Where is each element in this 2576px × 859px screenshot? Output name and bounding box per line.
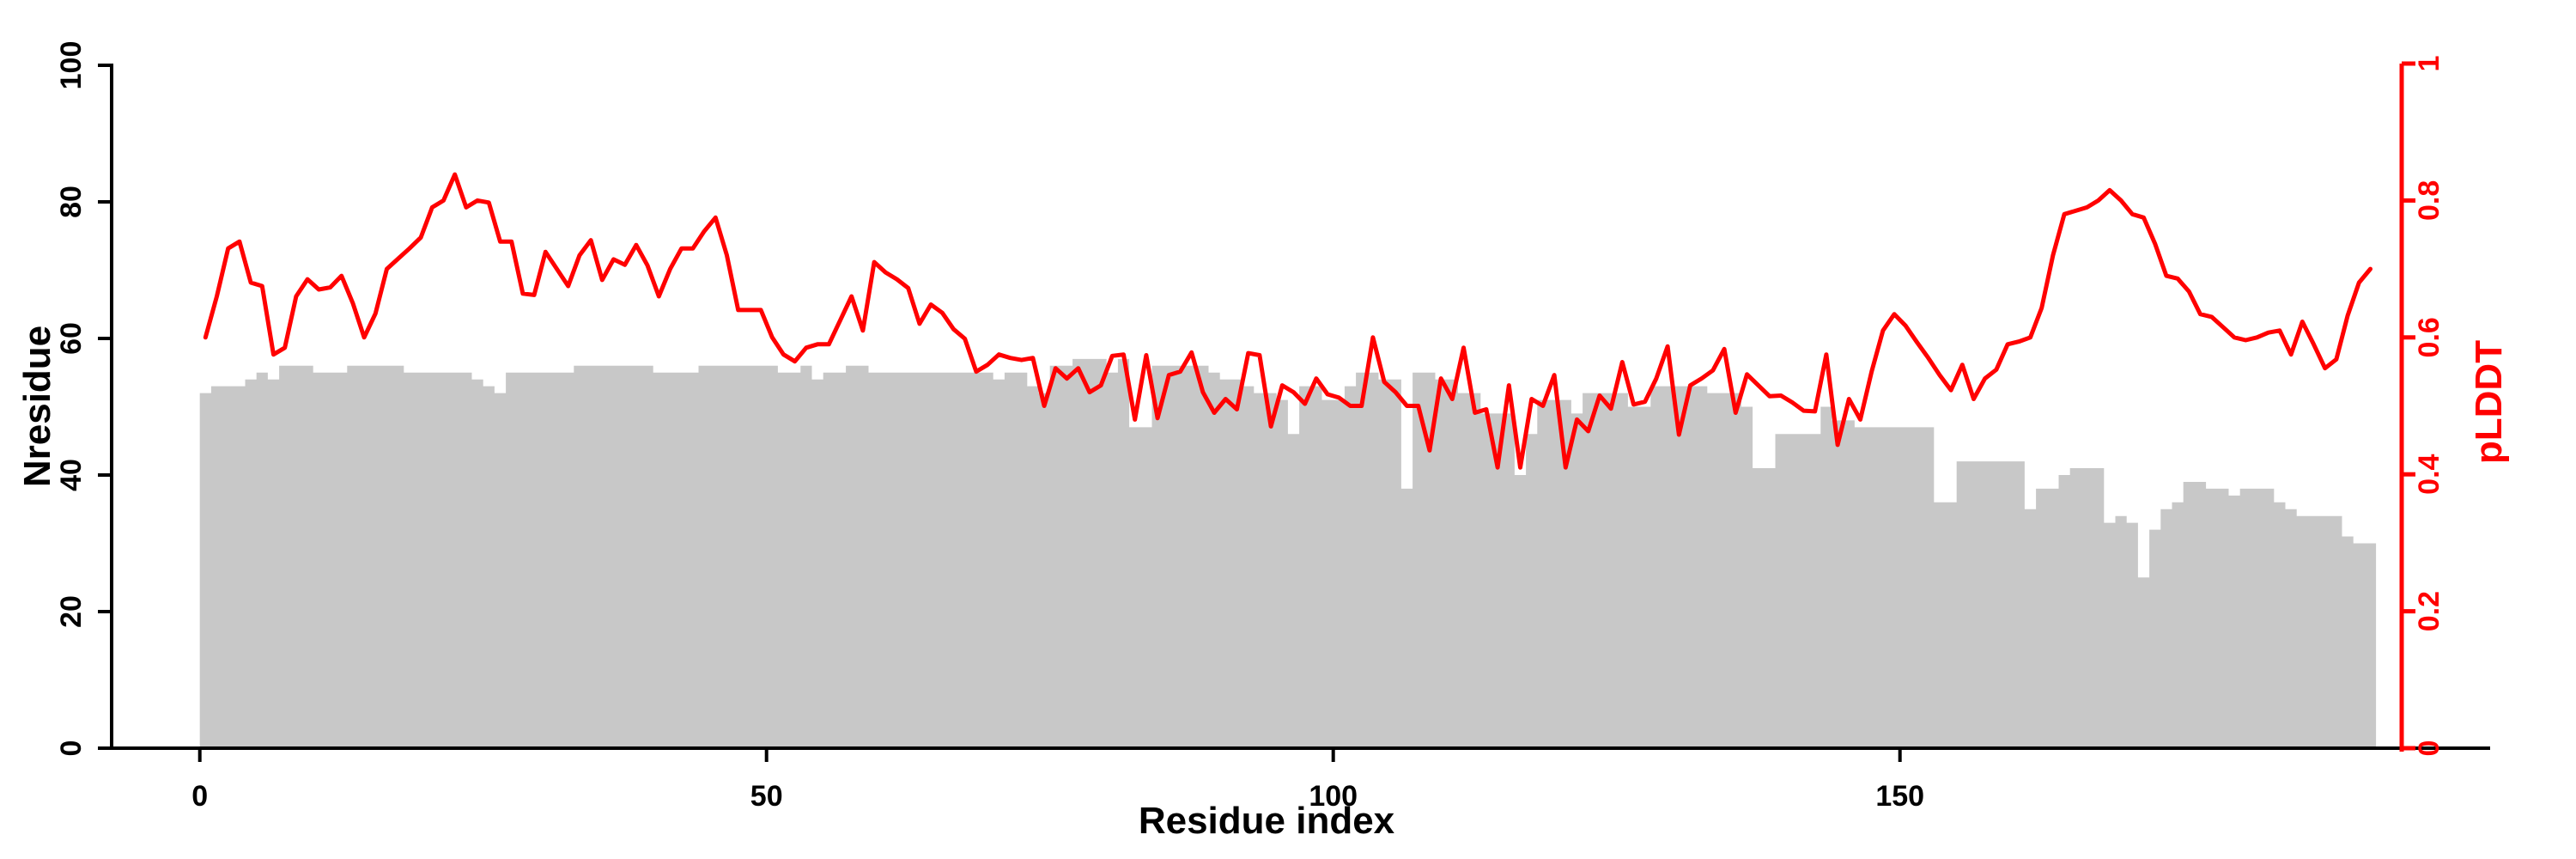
y-axis-left-tick-label: 100 xyxy=(55,41,88,90)
y-axis-right-tick-label: 1 xyxy=(2413,56,2445,72)
x-axis-tick-label: 100 xyxy=(1309,780,1358,813)
y-axis-left-tick-label: 60 xyxy=(55,322,88,355)
x-axis-tick-label: 150 xyxy=(1875,780,1924,813)
x-axis-title: Residue index xyxy=(1138,800,1395,842)
xy-axis-lines xyxy=(110,64,2490,750)
x-axis-tick-label: 0 xyxy=(191,780,208,813)
y-axis-title-left: Nresidue xyxy=(16,325,58,488)
y-axis-title-right: pLDDT xyxy=(2468,339,2510,465)
y-axis-left-tick-label: 80 xyxy=(55,186,88,218)
y-axis-left-tick-label: 20 xyxy=(55,595,88,628)
y-axis-right-tick-label: 0.6 xyxy=(2413,317,2445,357)
nresidue-bars xyxy=(199,358,2377,748)
y-axis-right-tick-label: 0.2 xyxy=(2413,591,2445,631)
y-axis-right-tick-label: 0 xyxy=(2413,740,2445,757)
y-axis-left-tick-label: 40 xyxy=(55,459,88,491)
y-axis-right-tick-label: 0.4 xyxy=(2413,454,2445,494)
y-axis-right-tick-label: 0.8 xyxy=(2413,180,2445,221)
x-axis-tick-label: 50 xyxy=(750,780,783,813)
y-axis-left-tick-label: 0 xyxy=(55,740,88,757)
plddt-line xyxy=(203,172,2372,470)
